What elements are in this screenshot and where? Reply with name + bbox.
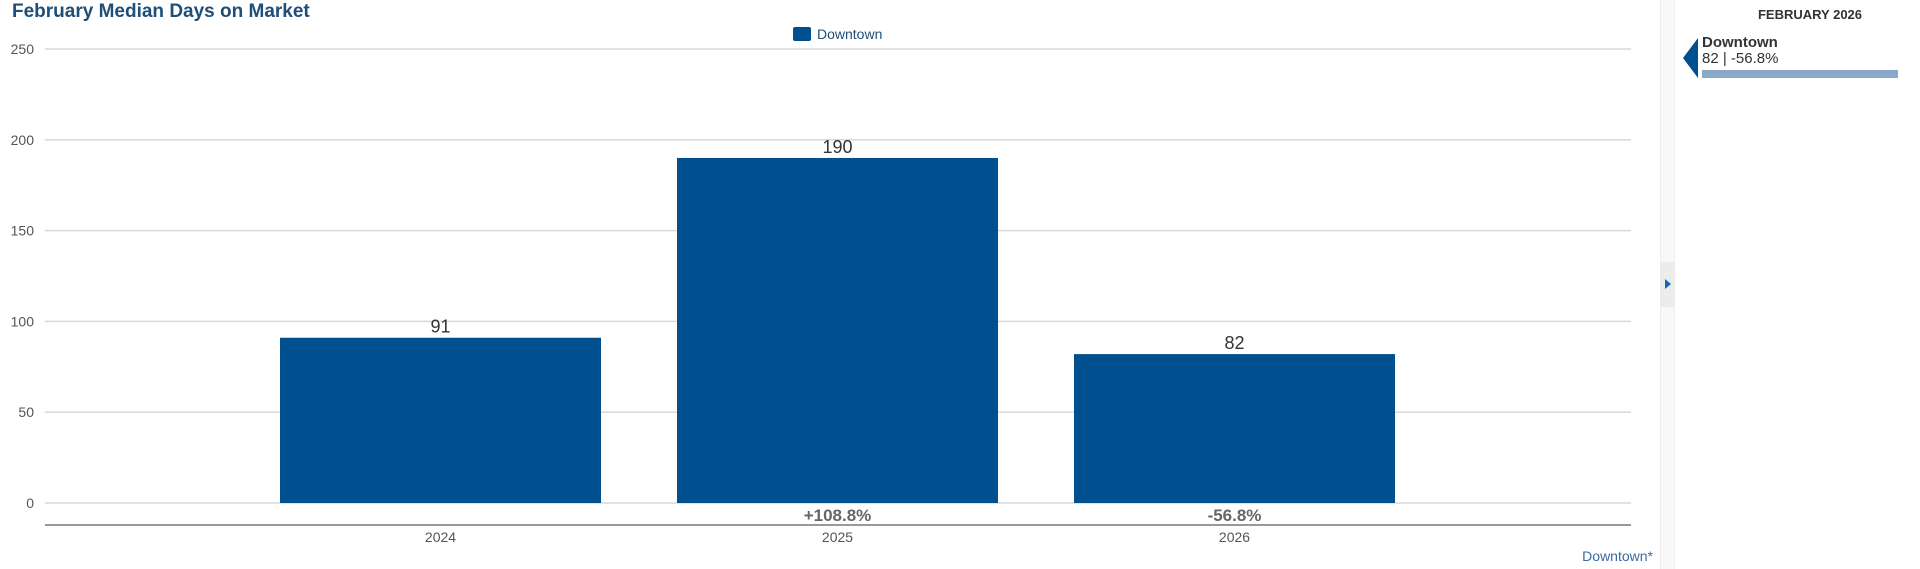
sidebar-item-name: Downtown — [1702, 34, 1778, 51]
bar-value-label: 82 — [1224, 333, 1244, 353]
bar-2024[interactable] — [280, 337, 601, 503]
legend-swatch — [793, 27, 811, 41]
sidebar-heading: FEBRUARY 2026 — [1757, 7, 1863, 22]
y-tick-label: 100 — [11, 313, 35, 329]
y-tick-label: 200 — [11, 132, 35, 148]
sidebar-item-value: 82 | -56.8% — [1702, 50, 1779, 67]
sidebar-item-bar — [1702, 70, 1898, 78]
x-tick-label: 2024 — [425, 529, 456, 545]
bar-2025[interactable] — [677, 157, 998, 503]
sidebar-toggle-button[interactable] — [1660, 262, 1674, 307]
bar-value-label: 190 — [822, 137, 852, 157]
bar-value-label: 91 — [430, 317, 450, 337]
footnote-link[interactable]: Downtown* — [1582, 548, 1653, 564]
y-tick-label: 50 — [18, 404, 34, 420]
selected-arrow-icon — [1683, 38, 1698, 78]
x-tick-label: 2026 — [1219, 529, 1250, 545]
legend-label: Downtown — [817, 26, 883, 42]
bar-chart: 0 50 100 150 200 250 91 2024 190 +108.8% 2025 82 -56… — [11, 41, 1631, 545]
y-tick-label: 150 — [11, 223, 35, 239]
y-tick-label: 0 — [26, 495, 34, 511]
legend[interactable]: Downtown — [793, 26, 882, 42]
x-tick-label: 2025 — [822, 529, 853, 545]
chart-title: February Median Days on Market — [12, 1, 310, 22]
sidebar-item-downtown[interactable]: Downtown 82 | -56.8% — [1702, 34, 1898, 78]
change-label: +108.8% — [804, 506, 872, 525]
bar-2026[interactable] — [1074, 354, 1395, 503]
y-tick-label: 250 — [11, 41, 35, 57]
change-label: -56.8% — [1208, 506, 1262, 525]
